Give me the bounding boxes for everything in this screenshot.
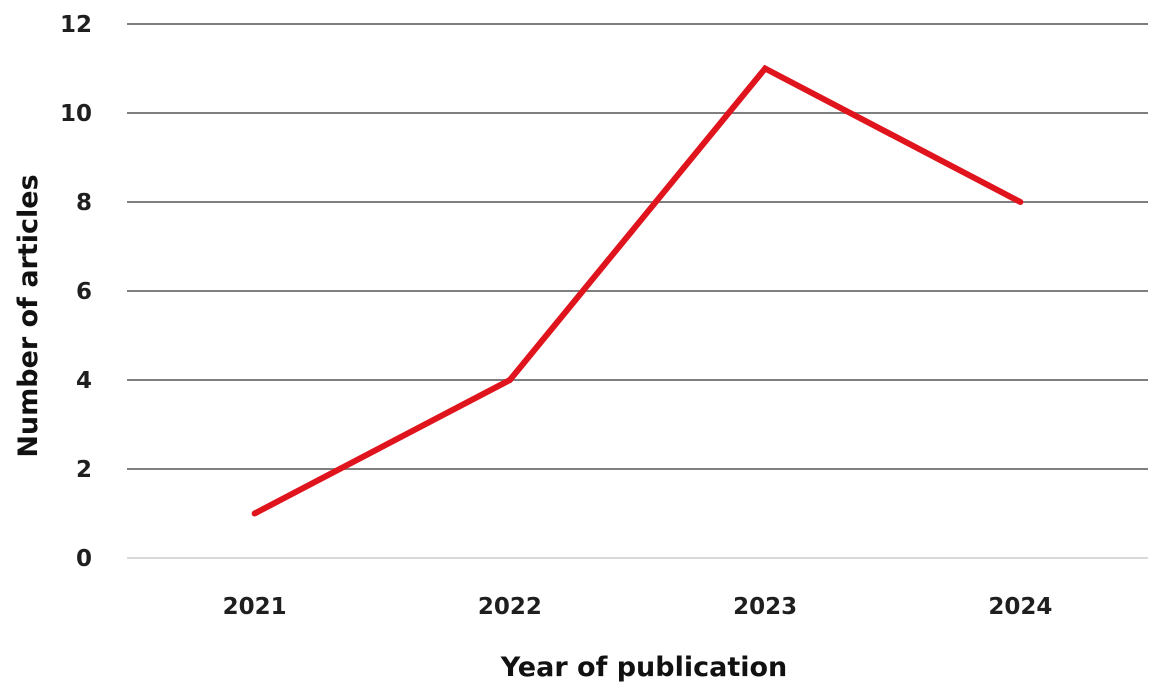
data-point	[251, 510, 258, 517]
y-axis-title: Number of articles	[13, 174, 44, 457]
data-point	[1017, 199, 1024, 205]
y-tick-label: 2	[76, 457, 92, 483]
y-tick-label: 0	[76, 546, 92, 572]
y-tick-label: 6	[76, 279, 92, 305]
data-point	[762, 65, 769, 72]
y-tick-label: 4	[76, 368, 92, 394]
gridlines	[127, 23, 1148, 559]
y-tick-label: 12	[60, 12, 92, 38]
x-axis-title: Year of publication	[500, 652, 788, 683]
y-tick-label: 10	[60, 101, 92, 127]
y-tick-label: 8	[76, 190, 92, 216]
series-layer	[251, 64, 1024, 517]
data-point	[506, 377, 513, 383]
x-tick-label: 2023	[733, 594, 797, 620]
series-line	[253, 64, 1022, 517]
x-tick-label: 2022	[478, 594, 542, 620]
x-axis-ticks: 2021 2022 2023 2024	[223, 594, 1053, 620]
y-axis-ticks: 0 2 4 6 8 10 12	[60, 12, 92, 572]
x-tick-label: 2021	[223, 594, 287, 620]
x-tick-label: 2024	[988, 594, 1052, 620]
